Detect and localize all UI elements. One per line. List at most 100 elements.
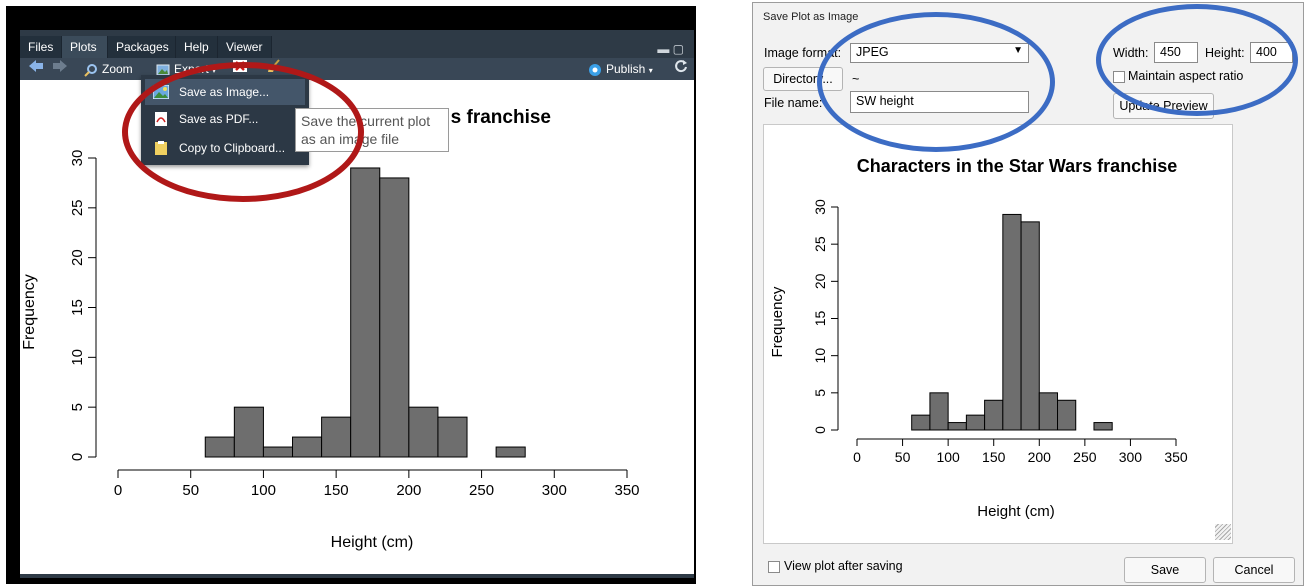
y-tick-label: 5	[69, 403, 86, 411]
rstudio-plots-pane: Files Plots Packages Help Viewer ▬ ▢ Zo	[6, 6, 696, 584]
x-tick-label: 250	[469, 482, 494, 499]
x-tick-label: 0	[114, 482, 122, 499]
x-tick-label: 200	[1028, 449, 1052, 465]
tab-plots[interactable]: Plots	[62, 36, 108, 58]
left-histogram-chart: s franchise Height (cm) Frequency 0 50 100…	[21, 107, 640, 551]
x-tick-label: 50	[182, 482, 199, 499]
histogram-bar	[437, 416, 468, 458]
file-name-value: SW height	[856, 94, 914, 108]
pdf-icon	[155, 112, 167, 126]
forward-arrow-icon[interactable]	[52, 58, 68, 80]
chevron-down-icon: ▾	[212, 66, 217, 75]
x-tick-label: 350	[614, 482, 639, 499]
back-arrow-icon[interactable]	[28, 58, 44, 80]
view-after-saving-label: View plot after saving	[784, 559, 903, 573]
tooltip-line: Save the current plot	[301, 113, 431, 129]
refresh-icon[interactable]	[674, 58, 688, 80]
tab-viewer[interactable]: Viewer	[218, 36, 272, 58]
menu-item-label: Save as Image...	[179, 85, 270, 99]
histogram-bar	[1020, 221, 1040, 431]
y-tick-label: 0	[69, 453, 86, 461]
width-value: 450	[1160, 45, 1181, 59]
directory-value: ~	[852, 72, 860, 86]
y-tick-label: 10	[69, 349, 86, 366]
x-tick-label: 300	[542, 482, 567, 499]
x-tick-label: 50	[895, 449, 911, 465]
histogram-bar	[1038, 392, 1059, 431]
y-tick-label: 20	[69, 249, 86, 266]
y-tick-label: 20	[812, 273, 828, 289]
menu-item-label: Save as PDF...	[179, 112, 259, 126]
view-after-saving-checkbox[interactable]	[768, 561, 780, 573]
pane-inner: Files Plots Packages Help Viewer ▬ ▢ Zo	[20, 30, 694, 578]
y-tick-label: 5	[812, 389, 828, 397]
publish-icon	[589, 63, 601, 76]
tooltip-line: as an image file	[301, 131, 400, 147]
histogram-bar	[984, 399, 1004, 431]
histogram-bar	[495, 446, 526, 458]
histogram-bar	[1057, 399, 1077, 431]
histogram-bar	[965, 414, 986, 431]
tab-packages[interactable]: Packages	[108, 36, 176, 58]
y-tick-label: 15	[812, 311, 828, 327]
histogram-bar	[233, 406, 264, 458]
height-label: Height:	[1205, 46, 1245, 60]
minimize-icon[interactable]: ▬	[657, 42, 670, 56]
x-tick-label: 150	[982, 449, 1006, 465]
image-format-value: JPEG	[856, 45, 889, 59]
save-button[interactable]: Save	[1124, 557, 1206, 583]
y-axis-label: Frequency	[769, 286, 786, 357]
file-name-label: File name:	[764, 96, 823, 110]
clipboard-icon	[155, 141, 167, 155]
maintain-aspect-label: Maintain aspect ratio	[1128, 69, 1244, 83]
x-tick-label: 150	[324, 482, 349, 499]
chevron-down-icon: ▼	[1013, 45, 1023, 56]
publish-label: Publish	[606, 62, 646, 76]
histogram-bar	[321, 416, 352, 458]
x-axis-label: Height (cm)	[331, 534, 414, 551]
x-tick-label: 0	[853, 449, 861, 465]
menu-item-save-as-pdf[interactable]: Save as PDF...	[145, 106, 305, 132]
image-format-select[interactable]: JPEG ▼	[850, 43, 1029, 63]
tooltip: Save the current plot as an image file	[295, 108, 449, 152]
width-label: Width:	[1113, 46, 1149, 60]
image-file-icon	[153, 85, 169, 99]
maintain-aspect-checkbox[interactable]	[1113, 71, 1125, 83]
y-axis-label: Frequency	[21, 274, 38, 350]
maximize-icon[interactable]: ▢	[672, 42, 684, 56]
histogram-bar	[911, 414, 931, 431]
height-value: 400	[1256, 45, 1277, 59]
histogram-bar	[1093, 422, 1113, 431]
cancel-button[interactable]: Cancel	[1213, 557, 1295, 583]
publish-button[interactable]: Publish ▾	[588, 58, 653, 80]
y-tick-label: 0	[812, 426, 828, 434]
y-tick-label: 30	[69, 150, 86, 167]
tab-files[interactable]: Files	[20, 36, 62, 58]
x-tick-label: 350	[1164, 449, 1188, 465]
menu-item-copy-to-clipboard[interactable]: Copy to Clipboard...	[145, 135, 305, 161]
histogram-bar	[947, 422, 967, 431]
x-tick-label: 200	[396, 482, 421, 499]
export-menu: Save as Image... Save as PDF... Copy to …	[141, 75, 309, 165]
magnifier-icon	[84, 63, 97, 77]
resize-grip-icon[interactable]	[1215, 524, 1231, 540]
x-axis-label: Height (cm)	[977, 503, 1055, 520]
height-input[interactable]: 400	[1250, 42, 1293, 63]
plot-preview	[763, 124, 1233, 544]
width-input[interactable]: 450	[1154, 42, 1198, 63]
window-controls: ▬ ▢	[657, 42, 684, 56]
histogram-bar	[350, 167, 381, 458]
y-tick-label: 15	[69, 299, 86, 316]
tab-help[interactable]: Help	[176, 36, 218, 58]
histogram-bar	[379, 177, 410, 458]
menu-item-label: Copy to Clipboard...	[179, 141, 286, 155]
x-tick-label: 250	[1073, 449, 1097, 465]
y-tick-label: 10	[812, 348, 828, 364]
y-tick-label: 25	[69, 199, 86, 216]
tab-bar: Files Plots Packages Help Viewer ▬ ▢	[20, 34, 694, 58]
histogram-bar	[408, 406, 439, 458]
menu-item-save-as-image[interactable]: Save as Image...	[145, 79, 305, 105]
file-name-input[interactable]: SW height	[850, 91, 1029, 113]
x-tick-label: 100	[251, 482, 276, 499]
